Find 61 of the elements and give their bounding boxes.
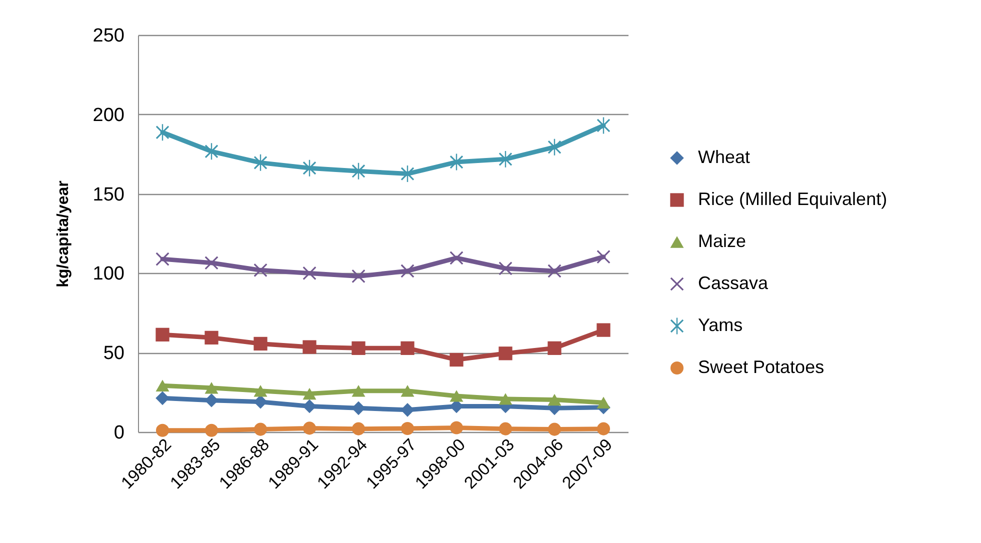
point	[400, 385, 414, 397]
point	[254, 336, 268, 351]
legend-label: Yams	[698, 315, 743, 335]
y-tick-label: 250	[92, 26, 124, 46]
point	[548, 394, 562, 406]
point	[156, 424, 170, 437]
point	[548, 138, 562, 156]
point	[352, 401, 366, 416]
legend-label: Rice (Milled Equivalent)	[698, 189, 888, 209]
point	[498, 393, 512, 405]
y-tick-label: 200	[92, 104, 124, 126]
point	[352, 341, 366, 355]
point	[450, 251, 464, 265]
y-tick-label: 0	[114, 422, 124, 444]
point	[254, 394, 268, 409]
point	[156, 328, 170, 342]
point	[254, 422, 268, 436]
point	[596, 117, 610, 134]
point	[450, 390, 464, 402]
point	[302, 160, 316, 176]
point	[302, 388, 316, 400]
point	[204, 394, 218, 408]
point	[400, 264, 414, 278]
point	[596, 323, 610, 337]
point	[302, 340, 316, 354]
point	[498, 262, 512, 276]
point	[156, 252, 170, 266]
point	[548, 264, 562, 278]
point	[548, 341, 562, 355]
point	[450, 421, 464, 434]
point	[254, 385, 268, 397]
point	[450, 154, 464, 170]
y-tick-label: 150	[92, 184, 124, 206]
point	[400, 403, 414, 417]
point	[498, 346, 512, 360]
point	[352, 422, 366, 436]
point	[400, 422, 414, 436]
legend-label: Wheat	[698, 147, 750, 167]
point	[302, 399, 316, 414]
y-tick-label: 50	[103, 343, 124, 364]
point	[204, 382, 218, 394]
point	[400, 341, 414, 355]
point	[204, 330, 218, 344]
point	[204, 143, 218, 160]
point	[352, 385, 366, 397]
y-tick-label: 100	[92, 264, 124, 285]
point	[596, 396, 610, 408]
legend-label: Sweet Potatoes	[698, 357, 824, 377]
point	[498, 422, 512, 436]
legend-label: Maize	[698, 231, 746, 251]
y-axis-title: kg/capita/year	[54, 180, 72, 288]
point	[450, 352, 464, 367]
point	[548, 422, 562, 436]
legend-label: Cassava	[698, 273, 770, 293]
point	[156, 391, 170, 406]
point	[204, 424, 218, 437]
point	[596, 422, 610, 436]
point	[156, 380, 170, 392]
point	[352, 162, 366, 180]
point	[204, 256, 218, 270]
point	[302, 422, 316, 435]
